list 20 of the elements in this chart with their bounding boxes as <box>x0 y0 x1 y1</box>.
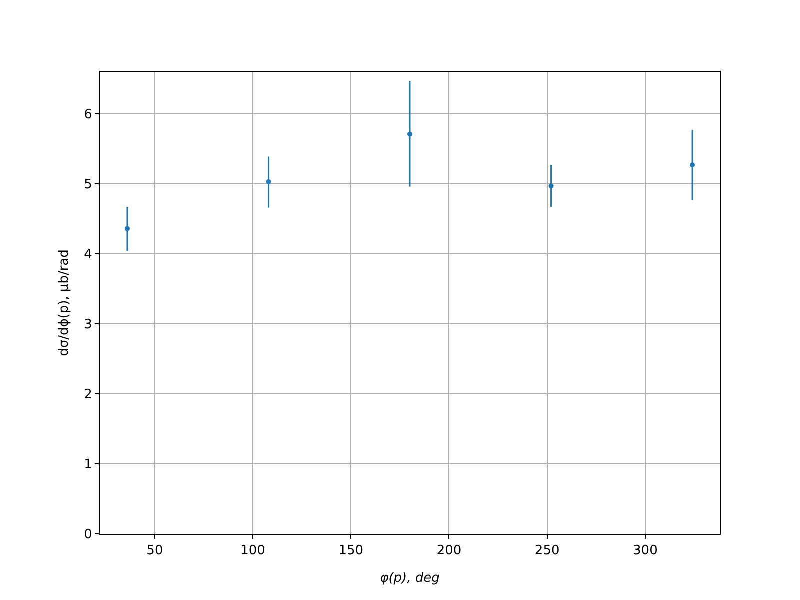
y-tick-label: 1 <box>84 458 92 473</box>
y-tick-label: 0 <box>84 528 92 543</box>
point <box>690 162 696 168</box>
point <box>548 184 554 189</box>
x-tick-label: 150 <box>338 544 364 559</box>
point <box>124 226 130 232</box>
y-tick-label: 5 <box>84 178 92 193</box>
y-tick-label: 6 <box>84 108 92 123</box>
x-tick-label: 50 <box>146 544 164 559</box>
y-tick-label: 2 <box>84 388 92 403</box>
point <box>408 132 412 137</box>
y-axis-title: dσ/dϕ(p), μb/rad <box>57 250 72 356</box>
x-tick-label: 300 <box>633 544 658 559</box>
x-tick-label: 250 <box>534 544 560 559</box>
y-tick-label: 3 <box>84 318 92 333</box>
x-tick-label: 200 <box>436 544 462 559</box>
y-tick-label: 4 <box>84 248 92 263</box>
x-axis-title: φ(p), deg <box>380 571 440 586</box>
point <box>266 179 272 184</box>
x-tick-label: 100 <box>240 544 266 559</box>
